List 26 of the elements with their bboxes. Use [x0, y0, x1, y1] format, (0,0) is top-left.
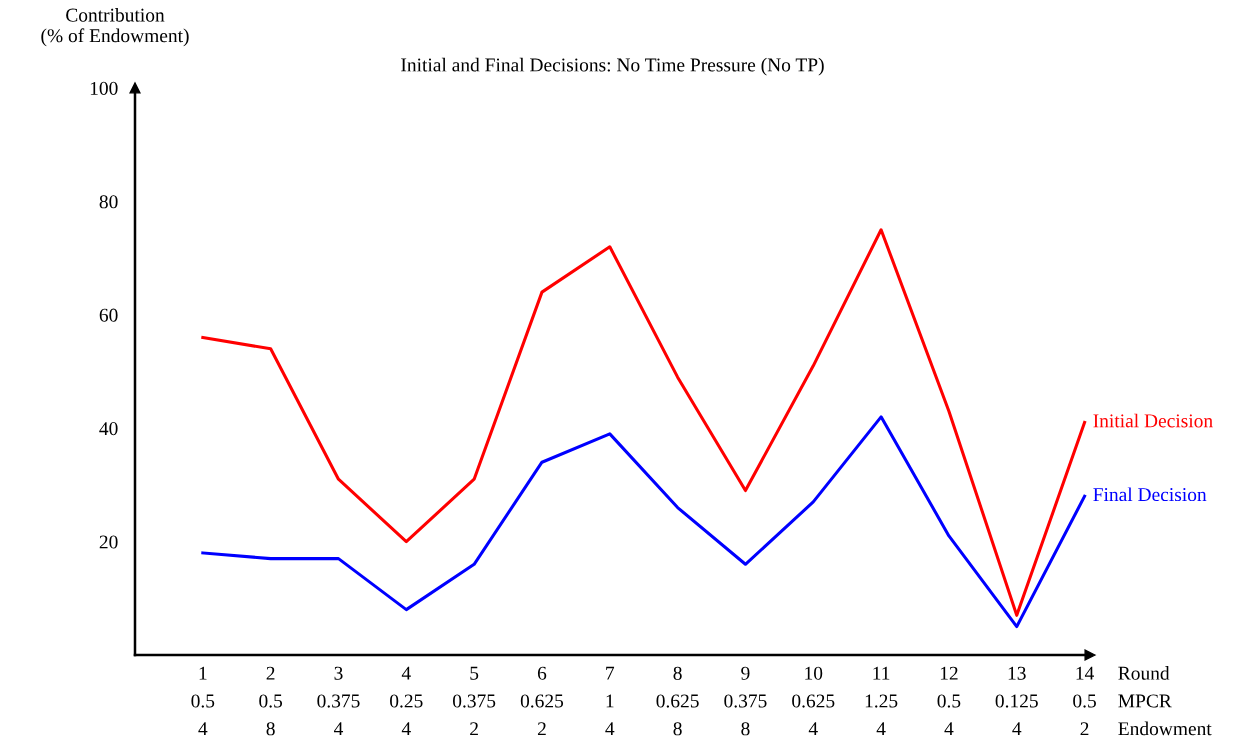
series-label: Final Decision	[1093, 487, 1207, 502]
y-tick-label: 40	[99, 422, 118, 436]
y-tick-label: 80	[99, 195, 118, 209]
x-tick-label: 14 0.5 2	[1073, 666, 1096, 736]
x-tick-label: 9 0.375 8	[724, 666, 767, 736]
y-axis-title: Contribution (% of Endowment)	[41, 8, 189, 47]
chart-title: Initial and Final Decisions: No Time Pressure (No TP)	[401, 57, 824, 76]
y-tick-label: 60	[99, 308, 118, 322]
x-tick-label: 1 0.5 4	[191, 666, 215, 736]
x-tick-label: 12 0.5 4	[937, 666, 961, 736]
x-tick-label: 3 0.375 4	[317, 666, 360, 736]
line-series	[201, 415, 1087, 629]
y-tick-label: 100	[90, 81, 118, 95]
y-tick-label: 20	[99, 535, 118, 549]
series-label: Initial Decision	[1093, 413, 1213, 428]
x-axis-title: Round MPCR Endowment	[1118, 666, 1212, 736]
x-tick-label: 6 0.625 2	[520, 666, 564, 736]
x-tick-label: 2 0.5 8	[259, 666, 283, 736]
x-tick-label: 4 0.25 4	[390, 666, 423, 736]
x-tick-label: 11 1.25 4	[865, 666, 898, 736]
x-tick-label: 7 1 4	[605, 666, 615, 736]
x-tick-label: 8 0.625 8	[656, 666, 699, 736]
x-tick-label: 10 0.625 4	[792, 666, 835, 736]
x-tick-label: 13 0.125 4	[995, 666, 1038, 736]
line-series	[201, 228, 1087, 617]
x-tick-label: 5 0.375 2	[453, 666, 496, 736]
